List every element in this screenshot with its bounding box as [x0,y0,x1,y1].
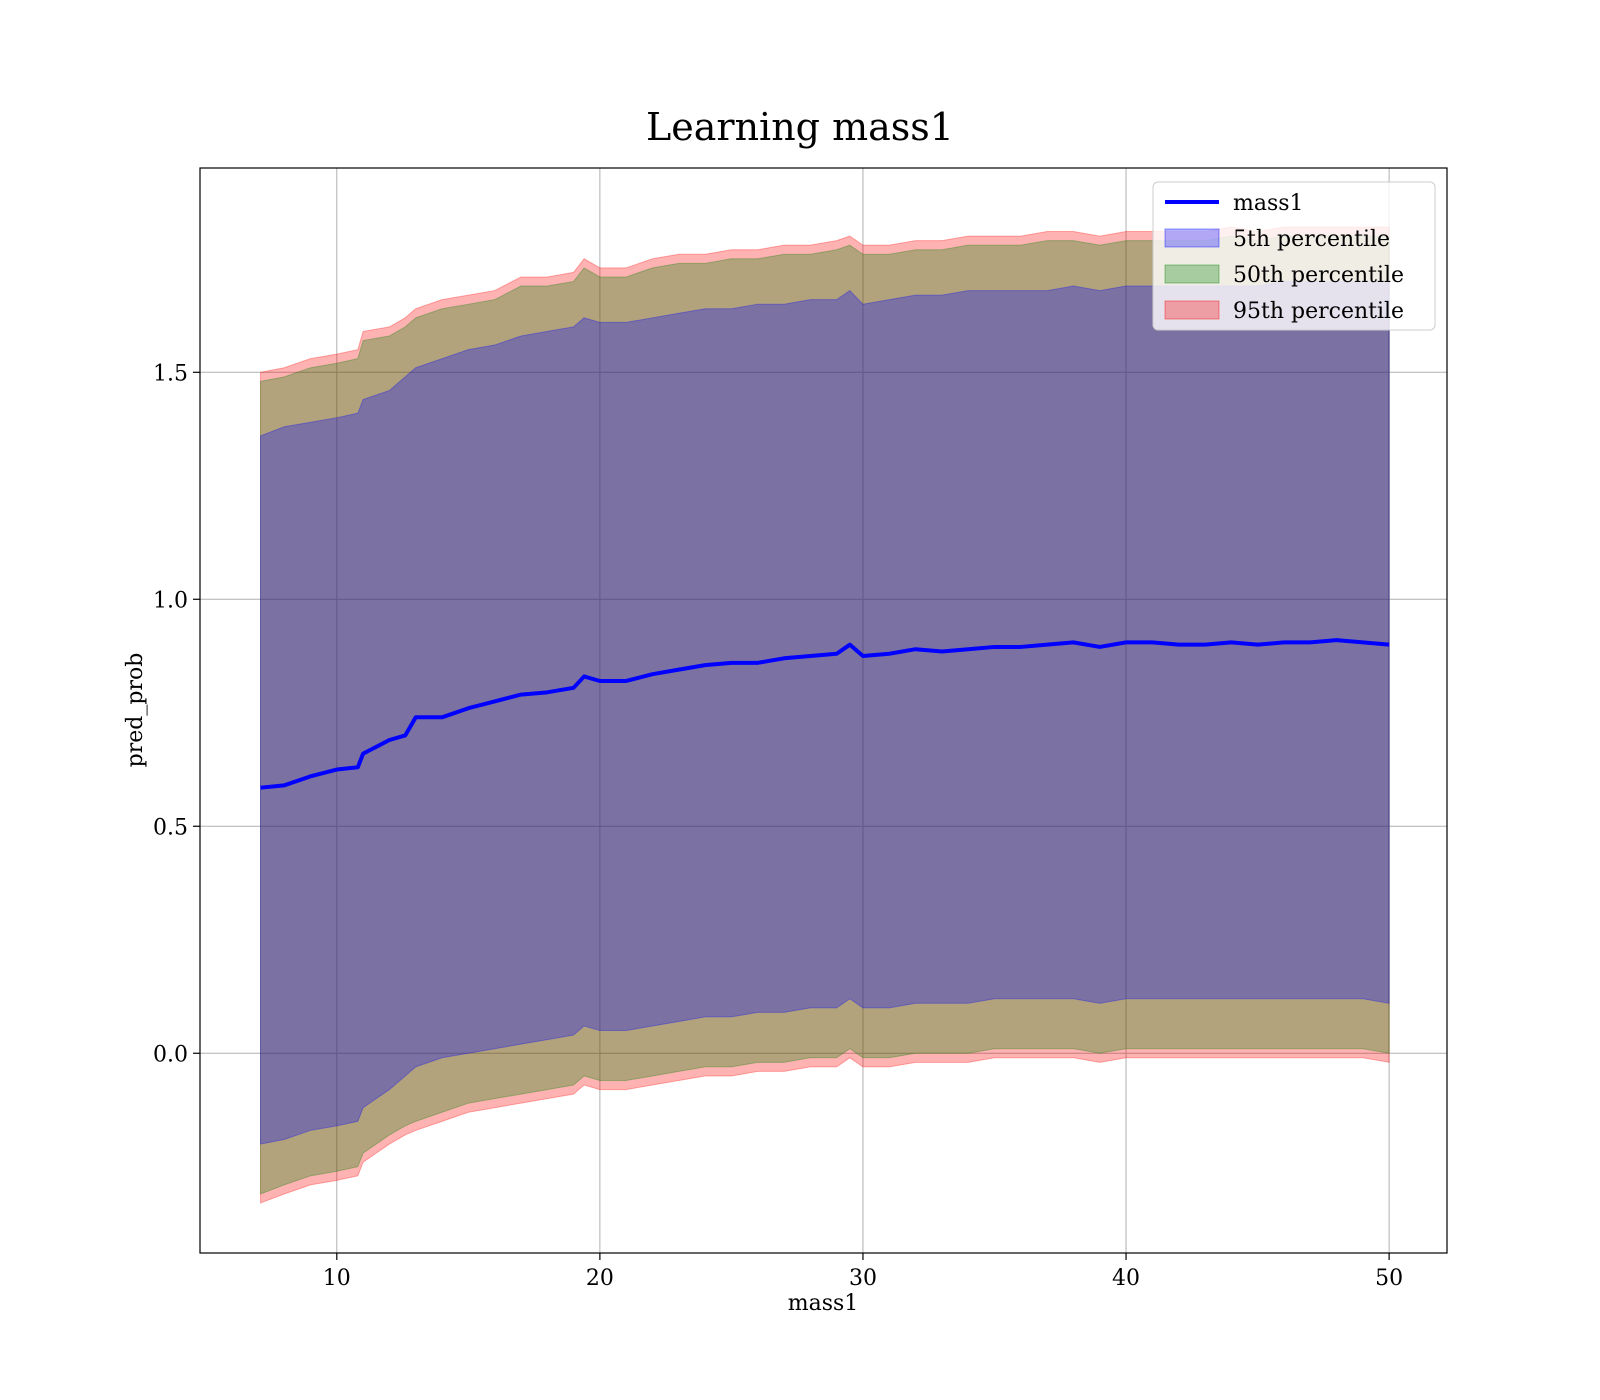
plot-frame [199,167,1448,1254]
legend-patch-swatch [1164,228,1220,248]
chart-title: Learning mass1 [646,105,954,149]
legend-label: 95th percentile [1233,299,1404,324]
y-tick-label: 0.0 [153,1042,188,1067]
x-tick-label: 40 [1112,1266,1140,1291]
y-axis-label: pred_prob [123,653,148,768]
series-line-mass1 [260,638,1390,790]
y-tick-label: 1.5 [153,361,188,386]
legend-label: 50th percentile [1233,263,1404,288]
band-5th-percentile [260,280,1390,1145]
x-axis-label: mass1 [788,1291,859,1316]
y-tick-label: 1.0 [153,588,188,613]
band-50th-percentile [260,235,1390,1195]
x-tick-label: 20 [586,1266,614,1291]
series-line-group [260,638,1390,790]
y-tick-label: 0.5 [153,815,188,840]
legend: mass1 5th percentile 50th percentile 95th p… [1152,181,1436,331]
y-axis-ticks: 0.0 0.5 1.0 1.5 [153,361,200,1067]
band-95th-percentile [260,226,1390,1204]
legend-box [1152,181,1436,331]
x-tick-label: 50 [1375,1266,1403,1291]
legend-label: 5th percentile [1233,227,1390,252]
percentile-bands [260,226,1390,1204]
x-axis-ticks: 10 20 30 40 50 [323,1253,1403,1291]
legend-patch-swatch [1164,264,1220,284]
grid [200,168,1447,1253]
legend-patch-swatch [1164,300,1220,320]
x-tick-label: 10 [323,1266,351,1291]
x-tick-label: 30 [849,1266,877,1291]
legend-label: mass1 [1233,191,1304,216]
